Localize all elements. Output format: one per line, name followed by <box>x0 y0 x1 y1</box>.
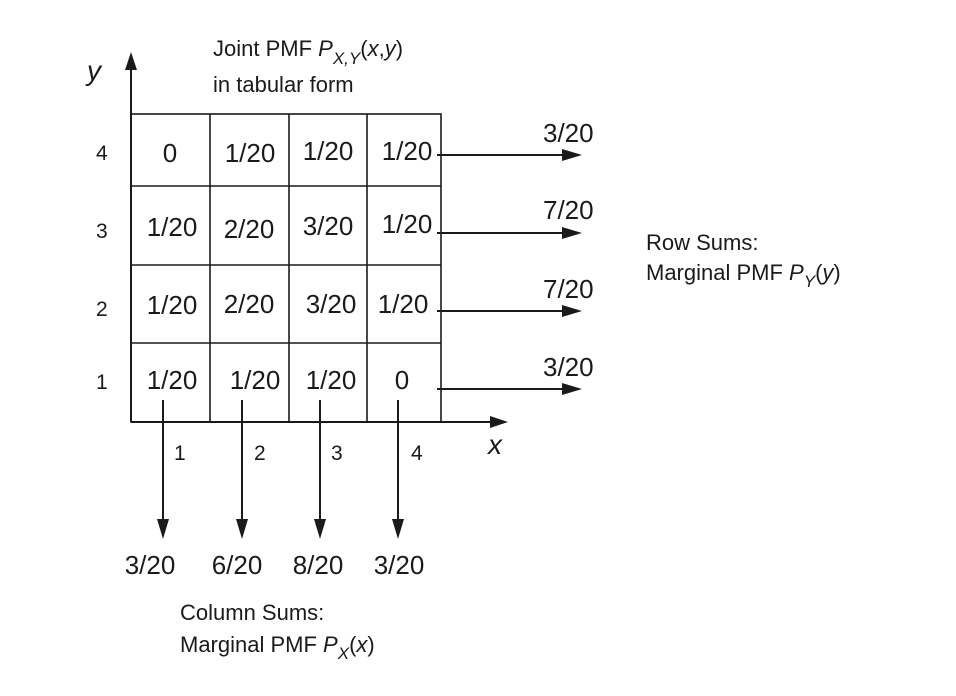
cell-x4-y3: 1/20 <box>382 209 433 239</box>
table-grid <box>130 113 442 423</box>
cell-x4-y4: 1/20 <box>382 136 433 166</box>
col-sum-x4: 3/20 <box>374 550 425 580</box>
col-sum-arrowhead-x3 <box>314 519 326 539</box>
row-sum-y1: 3/20 <box>543 352 594 382</box>
title-line-1: Joint PMF PX,Y(x,y) <box>213 36 403 68</box>
x-tick-1: 1 <box>174 442 186 465</box>
cell-x1-y4: 0 <box>163 138 177 168</box>
row-sums-note-line-1: Row Sums: <box>646 230 758 255</box>
row-sum-arrowhead-y2 <box>562 305 582 317</box>
row-sum-arrowhead-y3 <box>562 227 582 239</box>
x-axis-label: x <box>486 429 503 460</box>
row-sum-y3: 7/20 <box>543 195 594 225</box>
cell-x4-y1: 0 <box>395 365 409 395</box>
y-axis-label: y <box>85 55 103 86</box>
cell-x1-y2: 1/20 <box>147 290 198 320</box>
col-sums-note-line-2: Marginal PMF PX(x) <box>180 632 375 663</box>
table-border <box>130 113 442 423</box>
cell-x2-y1: 1/20 <box>230 365 281 395</box>
cell-x3-y2: 3/20 <box>306 289 357 319</box>
cell-x4-y2: 1/20 <box>378 289 429 319</box>
x-axis-arrowhead <box>490 416 508 428</box>
row-sum-arrowhead-y4 <box>562 149 582 161</box>
y-tick-2: 2 <box>96 298 108 321</box>
cell-x2-y3: 2/20 <box>224 214 275 244</box>
col-sum-arrowhead-x2 <box>236 519 248 539</box>
y-tick-4: 4 <box>96 142 108 165</box>
col-sums-note-line-1: Column Sums: <box>180 600 324 625</box>
col-sum-arrowhead-x1 <box>157 519 169 539</box>
cell-x3-y3: 3/20 <box>303 211 354 241</box>
x-tick-2: 2 <box>254 442 266 465</box>
col-sum-x1: 3/20 <box>125 550 176 580</box>
row-sum-y4: 3/20 <box>543 118 594 148</box>
y-axis-arrowhead <box>125 52 137 70</box>
row-sum-y2: 7/20 <box>543 274 594 304</box>
col-sum-x3: 8/20 <box>293 550 344 580</box>
cell-x1-y1: 1/20 <box>147 365 198 395</box>
col-sum-arrowhead-x4 <box>392 519 404 539</box>
cell-x1-y3: 1/20 <box>147 212 198 242</box>
row-sum-arrowhead-y1 <box>562 383 582 395</box>
col-sum-x2: 6/20 <box>212 550 263 580</box>
x-tick-4: 4 <box>411 442 423 465</box>
title-line-2: in tabular form <box>213 72 354 97</box>
row-sums-note-line-2: Marginal PMF PY(y) <box>646 260 841 291</box>
y-tick-1: 1 <box>96 371 108 394</box>
cell-x2-y4: 1/20 <box>225 138 276 168</box>
y-tick-3: 3 <box>96 220 108 243</box>
cell-x2-y2: 2/20 <box>224 289 275 319</box>
x-tick-3: 3 <box>331 442 343 465</box>
cell-x3-y1: 1/20 <box>306 365 357 395</box>
cell-x3-y4: 1/20 <box>303 136 354 166</box>
